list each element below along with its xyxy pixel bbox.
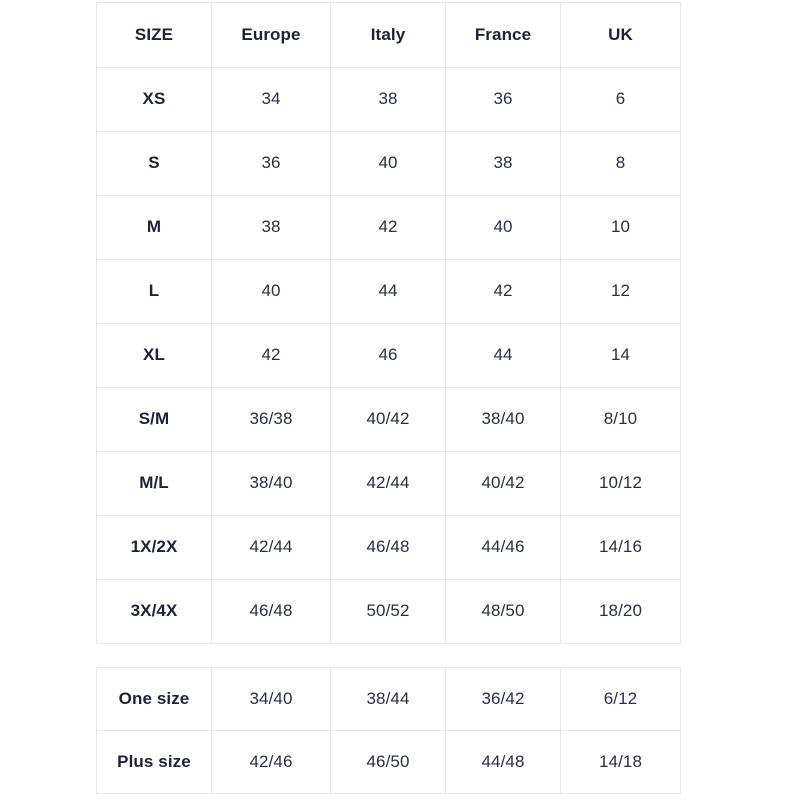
row-label: XL [96, 323, 212, 388]
cell-france: 40 [445, 195, 561, 260]
table-row: S/M 36/38 40/42 38/40 8/10 [96, 387, 681, 452]
cell-italy: 40 [330, 131, 446, 196]
cell-italy: 40/42 [330, 387, 446, 452]
row-label: S/M [96, 387, 212, 452]
column-header-size: SIZE [96, 2, 212, 68]
cell-france: 38 [445, 131, 561, 196]
table-row: S 36 40 38 8 [96, 131, 681, 196]
table-row: M 38 42 40 10 [96, 195, 681, 260]
cell-italy: 50/52 [330, 579, 446, 644]
table-row: One size 34/40 38/44 36/42 6/12 [96, 667, 681, 731]
row-label: Plus size [96, 730, 212, 794]
cell-europe: 34/40 [211, 667, 331, 731]
row-label: L [96, 259, 212, 324]
cell-france: 36 [445, 67, 561, 132]
table-body: One size 34/40 38/44 36/42 6/12 Plus siz… [96, 667, 681, 794]
table-row: L 40 44 42 12 [96, 259, 681, 324]
table-row: XS 34 38 36 6 [96, 67, 681, 132]
table-row: 1X/2X 42/44 46/48 44/46 14/16 [96, 515, 681, 580]
cell-uk: 14/18 [560, 730, 681, 794]
cell-italy: 46/48 [330, 515, 446, 580]
cell-europe: 46/48 [211, 579, 331, 644]
cell-uk: 18/20 [560, 579, 681, 644]
cell-europe: 34 [211, 67, 331, 132]
cell-france: 44/46 [445, 515, 561, 580]
cell-uk: 8/10 [560, 387, 681, 452]
table-row: XL 42 46 44 14 [96, 323, 681, 388]
cell-uk: 10 [560, 195, 681, 260]
column-header-europe: Europe [211, 2, 331, 68]
cell-uk: 12 [560, 259, 681, 324]
cell-italy: 42 [330, 195, 446, 260]
cell-uk: 6/12 [560, 667, 681, 731]
column-header-uk: UK [560, 2, 681, 68]
table-header-row: SIZE Europe Italy France UK [96, 2, 681, 68]
table-body: XS 34 38 36 6 S 36 40 38 8 M 38 42 40 10 [96, 67, 681, 644]
column-header-france: France [445, 2, 561, 68]
column-header-italy: Italy [330, 2, 446, 68]
row-label: 1X/2X [96, 515, 212, 580]
cell-europe: 40 [211, 259, 331, 324]
cell-france: 44/48 [445, 730, 561, 794]
cell-italy: 38/44 [330, 667, 446, 731]
cell-uk: 10/12 [560, 451, 681, 516]
cell-italy: 46 [330, 323, 446, 388]
table-row: Plus size 42/46 46/50 44/48 14/18 [96, 730, 681, 794]
cell-europe: 42/46 [211, 730, 331, 794]
cell-france: 42 [445, 259, 561, 324]
cell-france: 48/50 [445, 579, 561, 644]
cell-france: 40/42 [445, 451, 561, 516]
cell-italy: 42/44 [330, 451, 446, 516]
row-label: M/L [96, 451, 212, 516]
cell-europe: 42/44 [211, 515, 331, 580]
cell-europe: 36/38 [211, 387, 331, 452]
cell-france: 44 [445, 323, 561, 388]
cell-italy: 46/50 [330, 730, 446, 794]
cell-uk: 14/16 [560, 515, 681, 580]
table-row: M/L 38/40 42/44 40/42 10/12 [96, 451, 681, 516]
table-row: 3X/4X 46/48 50/52 48/50 18/20 [96, 579, 681, 644]
size-conversion-table: SIZE Europe Italy France UK XS 34 38 36 … [96, 2, 681, 644]
cell-uk: 6 [560, 67, 681, 132]
row-label: One size [96, 667, 212, 731]
cell-europe: 36 [211, 131, 331, 196]
cell-europe: 42 [211, 323, 331, 388]
one-size-plus-size-table: One size 34/40 38/44 36/42 6/12 Plus siz… [96, 667, 681, 794]
row-label: 3X/4X [96, 579, 212, 644]
cell-france: 36/42 [445, 667, 561, 731]
table-header: SIZE Europe Italy France UK [96, 2, 681, 68]
cell-europe: 38 [211, 195, 331, 260]
cell-uk: 8 [560, 131, 681, 196]
cell-france: 38/40 [445, 387, 561, 452]
cell-uk: 14 [560, 323, 681, 388]
cell-italy: 44 [330, 259, 446, 324]
cell-europe: 38/40 [211, 451, 331, 516]
row-label: M [96, 195, 212, 260]
cell-italy: 38 [330, 67, 446, 132]
row-label: XS [96, 67, 212, 132]
row-label: S [96, 131, 212, 196]
